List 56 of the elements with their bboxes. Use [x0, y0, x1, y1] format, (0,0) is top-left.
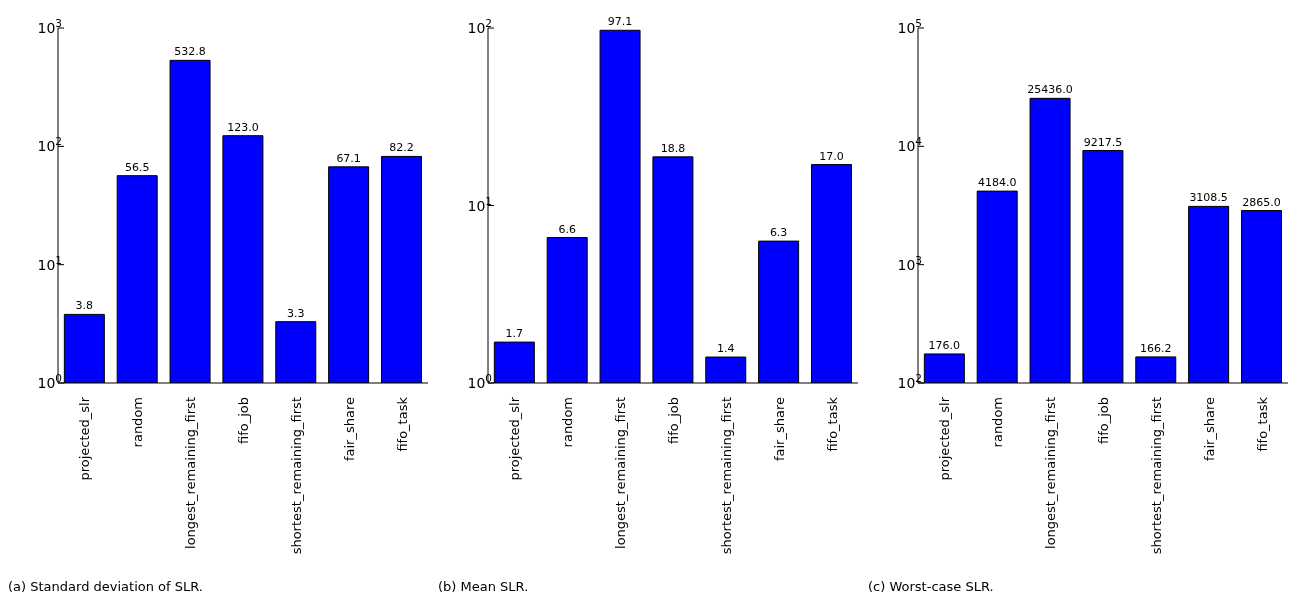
x-tick-label: fifo_task — [394, 396, 410, 452]
x-tick-label: shortest_remaining_first — [288, 397, 304, 555]
y-tick-label: 10$^{4}$ — [897, 135, 923, 155]
data-label: 1.4 — [717, 342, 735, 356]
data-label: 97.1 — [607, 15, 633, 29]
x-tick-label: shortest_remaining_first — [718, 397, 734, 555]
y-tick-label: 10$^{0}$ — [37, 372, 62, 391]
x-tick-label: projected_slr — [77, 396, 93, 481]
data-label: 6.3 — [769, 226, 788, 240]
data-label: 17.0 — [819, 149, 844, 163]
data-label: 82.2 — [389, 141, 414, 155]
x-tick-label: fifo_job — [236, 397, 251, 445]
data-label: 3.3 — [287, 306, 305, 320]
data-label: 2865.0 — [1242, 195, 1281, 209]
y-tick-label: 10$^{2}$ — [897, 372, 922, 391]
data-label: 123.0 — [227, 120, 259, 134]
x-tick-label: projected_slr — [507, 396, 523, 481]
x-tick-label: shortest_remaining_first — [1148, 397, 1164, 555]
data-label: 3.8 — [75, 299, 94, 313]
data-label: 18.8 — [660, 141, 686, 155]
x-tick-label: fair_share — [1201, 397, 1217, 462]
y-tick-label: 10$^{0}$ — [467, 372, 492, 391]
data-label: 56.5 — [124, 160, 150, 174]
data-label: 3108.5 — [1189, 191, 1228, 205]
x-tick-label: random — [990, 397, 1006, 448]
y-tick-label: 10$^{3}$ — [897, 253, 922, 273]
x-tick-label: fifo_task — [1254, 396, 1270, 452]
data-label: 67.1 — [336, 151, 361, 165]
data-label: 6.6 — [558, 222, 576, 236]
data-label: 176.0 — [928, 338, 961, 352]
x-tick-label: projected_slr — [937, 396, 953, 481]
y-tick-label: 10$^{3}$ — [37, 17, 62, 36]
data-label: 1.7 — [505, 327, 524, 341]
data-label: 532.8 — [174, 45, 206, 59]
y-tick-label: 10$^{1}$ — [37, 253, 62, 273]
y-tick-label: 10$^{2}$ — [467, 17, 492, 36]
x-tick-label: fifo_task — [824, 396, 840, 452]
data-label: 25436.0 — [1027, 83, 1073, 97]
x-tick-label: fair_share — [771, 397, 787, 462]
x-tick-label: random — [560, 397, 576, 448]
text: (c) Worst-case SLR. — [868, 579, 995, 594]
text: (b) Mean SLR. — [438, 579, 530, 594]
x-tick-label: fifo_job — [666, 397, 681, 445]
x-tick-label: fifo_job — [1096, 397, 1111, 445]
data-label: 4184.0 — [977, 176, 1017, 190]
text: (a) Standard deviation of SLR. — [8, 579, 204, 594]
x-tick-label: longest_remaining_first — [183, 397, 199, 549]
x-tick-label: longest_remaining_first — [613, 397, 629, 549]
y-tick-label: 10$^{2}$ — [37, 135, 62, 155]
x-tick-label: random — [130, 397, 146, 448]
y-tick-label: 10$^{5}$ — [897, 17, 922, 36]
x-tick-label: longest_remaining_first — [1043, 397, 1059, 549]
data-label: 166.2 — [1140, 341, 1172, 355]
data-label: 9217.5 — [1083, 135, 1123, 149]
y-tick-label: 10$^{1}$ — [467, 194, 492, 214]
x-tick-label: fair_share — [341, 397, 357, 462]
